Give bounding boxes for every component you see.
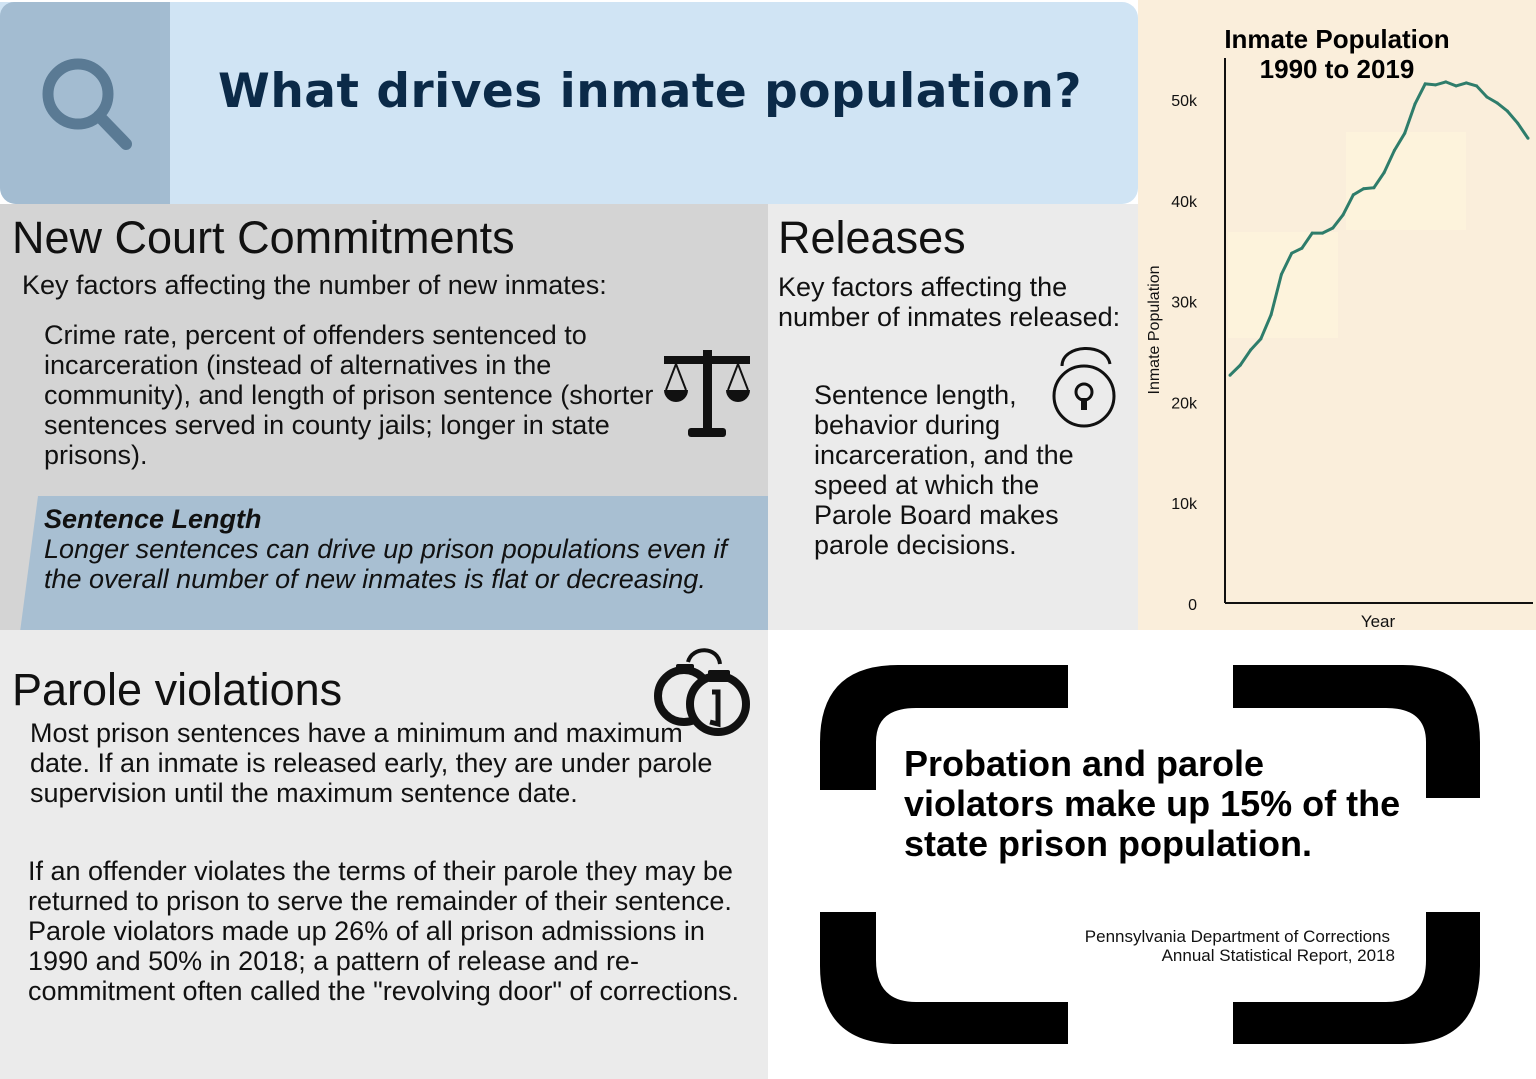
data-point — [1413, 102, 1417, 106]
header-banner: What drives inmate population? — [0, 2, 1138, 204]
data-point — [1228, 373, 1232, 377]
chart-title: Inmate Population — [1224, 24, 1450, 54]
data-point — [1382, 171, 1386, 175]
data-point — [1362, 187, 1366, 191]
new-court-commitments-lead: Key factors affecting the number of new … — [22, 270, 607, 300]
x-axis-label: Year — [1361, 612, 1396, 630]
data-point — [1249, 348, 1253, 352]
source-line-2: Annual Statistical Report, 2018 — [1161, 946, 1395, 965]
y-tick-label: 50k — [1171, 93, 1198, 110]
parole-violations-heading: Parole violations — [12, 664, 343, 715]
parole-violations-paragraph-1: Most prison sentences have a minimum and… — [30, 718, 713, 808]
y-axis-label: Inmate Population — [1146, 266, 1163, 395]
header-icon-box — [0, 2, 170, 204]
chart-highlight-block — [1346, 132, 1466, 230]
sentence-length-title: Sentence Length — [44, 504, 262, 534]
data-point — [1516, 121, 1520, 125]
parole-violations-paragraph-2: If an offender violates the terms of the… — [28, 856, 739, 1006]
unlocked-padlock-icon — [1052, 347, 1116, 428]
callout-statistic: Probation and parole violators make up 1… — [904, 743, 1401, 864]
data-point — [1351, 193, 1355, 197]
sentence-length-body: Longer sentences can drive up prison pop… — [44, 534, 727, 594]
search-icon — [42, 58, 132, 150]
data-point — [1423, 82, 1427, 86]
data-point — [1485, 95, 1489, 99]
page-title: What drives inmate population? — [218, 64, 1083, 119]
scales-icon — [664, 350, 750, 437]
y-tick-label: 0 — [1188, 597, 1197, 614]
releases-lead: Key factors affecting the number of inma… — [778, 272, 1121, 332]
data-point — [1310, 231, 1314, 235]
y-tick-label: 30k — [1171, 295, 1198, 312]
data-point — [1341, 213, 1345, 217]
y-tick-label: 20k — [1171, 395, 1198, 412]
handcuffs-icon — [654, 648, 750, 736]
chart-highlight-block — [1228, 232, 1338, 338]
data-point — [1454, 84, 1458, 88]
source-line-1: Pennsylvania Department of Corrections — [1084, 927, 1390, 946]
data-point — [1372, 186, 1376, 190]
data-point — [1434, 83, 1437, 87]
new-court-commitments-heading: New Court Commitments — [12, 212, 515, 263]
data-point — [1321, 231, 1324, 235]
data-point — [1505, 109, 1509, 113]
data-point — [1269, 313, 1273, 317]
data-point — [1475, 84, 1479, 88]
callout-brackets — [820, 665, 1480, 1044]
data-point — [1279, 272, 1283, 276]
releases-body: Sentence length, behavior during incarce… — [814, 380, 1074, 560]
releases-heading: Releases — [778, 212, 966, 263]
data-point — [1331, 226, 1335, 230]
data-point — [1403, 131, 1407, 135]
data-point — [1290, 251, 1294, 255]
data-point — [1392, 148, 1396, 152]
data-point — [1464, 81, 1468, 85]
data-point — [1526, 136, 1530, 140]
new-court-commitments-body: Crime rate, percent of offenders sentenc… — [44, 320, 654, 470]
y-tick-label: 40k — [1171, 194, 1198, 211]
data-point — [1300, 246, 1304, 250]
data-point — [1495, 101, 1499, 105]
data-point — [1238, 363, 1242, 367]
data-point — [1444, 80, 1448, 84]
series-line — [1228, 80, 1530, 377]
releases-panel — [768, 204, 1138, 632]
parole-violations-panel — [0, 630, 768, 1079]
y-tick-label: 10k — [1171, 496, 1198, 513]
inmate-population-chart: 0 10k 20k 30k 40k 50k Year Inmate Population — [1146, 58, 1533, 630]
data-point — [1259, 337, 1263, 341]
chart-subtitle: 1990 to 2019 — [1259, 54, 1415, 84]
